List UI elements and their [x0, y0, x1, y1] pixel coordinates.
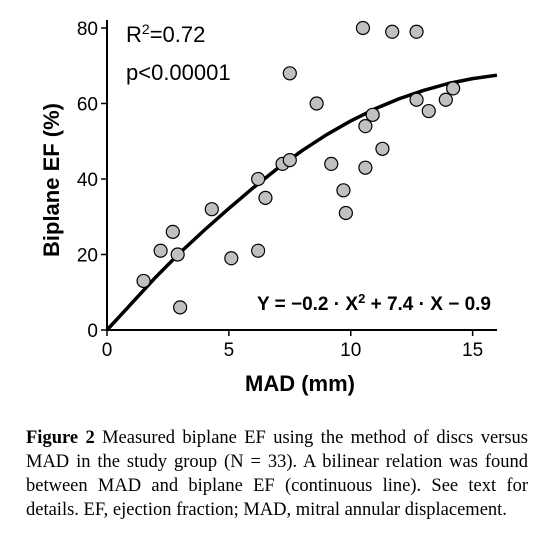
figure-caption: Figure 2 Measured biplane EF using the m… — [26, 426, 528, 522]
x-axis-title: MAD (mm) — [245, 371, 355, 396]
y-tick-label: 20 — [77, 246, 98, 267]
x-tick-label: 10 — [340, 340, 361, 361]
data-point — [154, 244, 167, 257]
data-point — [259, 191, 272, 204]
p-value-annotation: p<0.00001 — [126, 60, 231, 85]
data-point — [252, 173, 265, 186]
data-point — [252, 244, 265, 257]
data-point — [283, 154, 296, 167]
data-point — [359, 120, 372, 133]
fit-line-group — [107, 75, 497, 330]
data-point — [422, 105, 435, 118]
fit-line — [107, 75, 497, 330]
y-tick-label: 40 — [77, 170, 98, 191]
equation-annotation: Y = −0.2 · X2 + 7.4 · X − 0.9 — [257, 291, 491, 316]
y-axis-title: Biplane EF (%) — [39, 103, 64, 257]
data-point — [174, 301, 187, 314]
data-point — [410, 25, 423, 38]
data-point — [283, 67, 296, 80]
data-point — [205, 203, 218, 216]
data-point — [359, 161, 372, 174]
x-tick-label: 15 — [462, 340, 483, 361]
x-tick-label: 5 — [224, 340, 235, 361]
data-point — [410, 93, 423, 106]
data-point — [337, 184, 350, 197]
data-point — [137, 274, 150, 287]
data-point — [376, 142, 389, 155]
data-point — [325, 157, 338, 170]
data-point — [386, 25, 399, 38]
data-point — [356, 22, 369, 35]
data-point — [225, 252, 238, 265]
data-point — [339, 206, 352, 219]
data-point — [366, 108, 379, 121]
data-point — [447, 82, 460, 95]
x-tick-label: 0 — [102, 340, 113, 361]
y-tick-label: 0 — [87, 321, 98, 342]
r-squared-annotation: R2=0.72 — [126, 21, 205, 47]
data-point — [310, 97, 323, 110]
caption-label: Figure 2 — [26, 428, 95, 448]
caption-text: Measured biplane EF using the method of … — [26, 428, 528, 520]
y-tick-label: 80 — [77, 19, 98, 40]
y-tick-label: 60 — [77, 95, 98, 116]
data-point — [171, 248, 184, 261]
data-point — [439, 93, 452, 106]
data-point — [166, 225, 179, 238]
